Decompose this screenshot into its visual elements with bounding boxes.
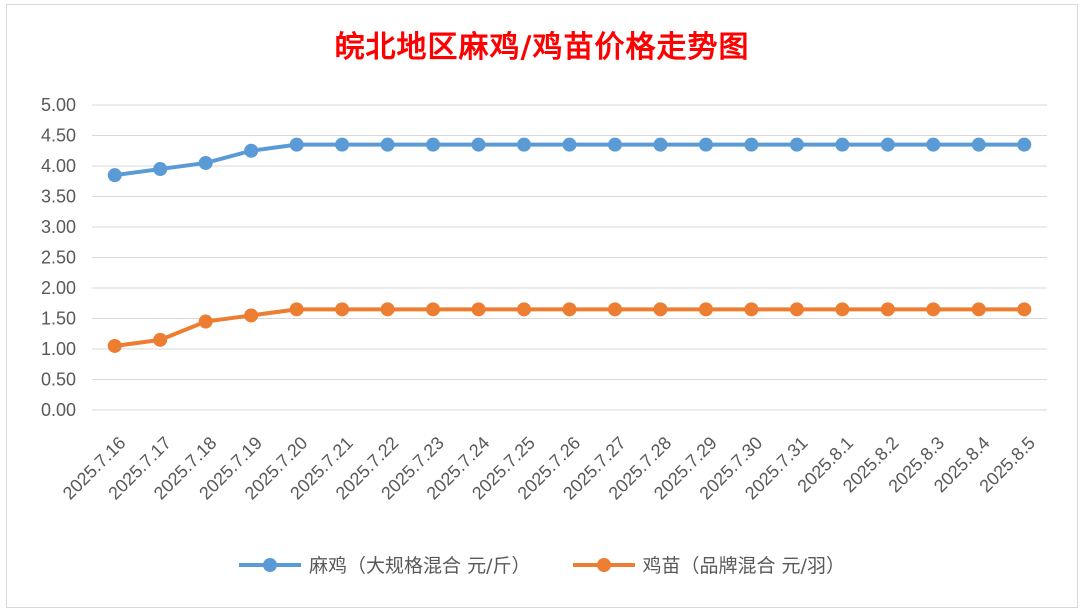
legend-item-series-2[interactable]: 鸡苗（品牌混合 元/羽）	[572, 551, 845, 578]
series-1-point-1	[153, 162, 168, 177]
legend-label-series-2: 鸡苗（品牌混合 元/羽）	[642, 555, 845, 577]
series-2-point-18	[926, 302, 941, 317]
series-2-point-8	[471, 302, 486, 317]
series-1-point-15	[789, 137, 804, 152]
series-1-point-0	[107, 168, 122, 183]
y-tick-label-0: 0.00	[41, 400, 76, 420]
series-1-point-12	[653, 137, 668, 152]
series-2-point-4	[289, 302, 304, 317]
series-1-point-5	[335, 137, 350, 152]
y-tick-label-2: 1.00	[41, 339, 76, 359]
series-2-point-10	[562, 302, 577, 317]
y-tick-label-7: 3.50	[41, 187, 76, 207]
series-2-point-15	[789, 302, 804, 317]
series-2-point-5	[335, 302, 350, 317]
series-2-point-12	[653, 302, 668, 317]
series-1-point-6	[380, 137, 395, 152]
series-2-point-7	[426, 302, 441, 317]
series-2-point-17	[880, 302, 895, 317]
series-1-point-7	[426, 137, 441, 152]
series-1-point-4	[289, 137, 304, 152]
y-tick-label-3: 1.50	[41, 309, 76, 329]
chart-title: 皖北地区麻鸡/鸡苗价格走势图	[334, 30, 750, 65]
legend-swatch-series-2	[572, 557, 635, 572]
y-tick-label-6: 3.00	[41, 217, 76, 237]
series-2-point-19	[971, 302, 986, 317]
series-1-point-8	[471, 137, 486, 152]
y-tick-label-5: 2.50	[41, 248, 76, 268]
series-2-point-11	[607, 302, 622, 317]
series-2-point-1	[153, 332, 168, 347]
series-2-point-16	[835, 302, 850, 317]
series-2-point-20	[1017, 302, 1032, 317]
series-1-point-13	[698, 137, 713, 152]
y-tick-label-8: 4.00	[41, 156, 76, 176]
series-2-point-6	[380, 302, 395, 317]
legend-item-series-1[interactable]: 麻鸡（大规格混合 元/斤）	[239, 551, 531, 578]
series-2-point-14	[744, 302, 759, 317]
series-1-point-2	[198, 155, 213, 170]
series-1-point-14	[744, 137, 759, 152]
series-2-point-0	[107, 338, 122, 353]
legend-label-series-1: 麻鸡（大规格混合 元/斤）	[309, 555, 531, 577]
series-1-point-19	[971, 137, 986, 152]
y-tick-label-10: 5.00	[41, 95, 76, 115]
y-tick-label-9: 4.50	[41, 126, 76, 146]
series-1-point-20	[1017, 137, 1032, 152]
series-2-point-2	[198, 314, 213, 329]
chart-legend: 麻鸡（大规格混合 元/斤） 鸡苗（品牌混合 元/羽）	[0, 551, 1084, 578]
series-1-point-9	[517, 137, 532, 152]
series-1-point-3	[244, 143, 259, 158]
series-2-point-9	[517, 302, 532, 317]
y-tick-label-4: 2.00	[41, 278, 76, 298]
series-1-point-16	[835, 137, 850, 152]
legend-swatch-series-1	[239, 557, 302, 572]
series-1-point-17	[880, 137, 895, 152]
series-2-point-13	[698, 302, 713, 317]
series-1-point-10	[562, 137, 577, 152]
y-tick-label-1: 0.50	[41, 370, 76, 390]
series-2-point-3	[244, 308, 259, 323]
series-1-point-11	[607, 137, 622, 152]
series-1-point-18	[926, 137, 941, 152]
